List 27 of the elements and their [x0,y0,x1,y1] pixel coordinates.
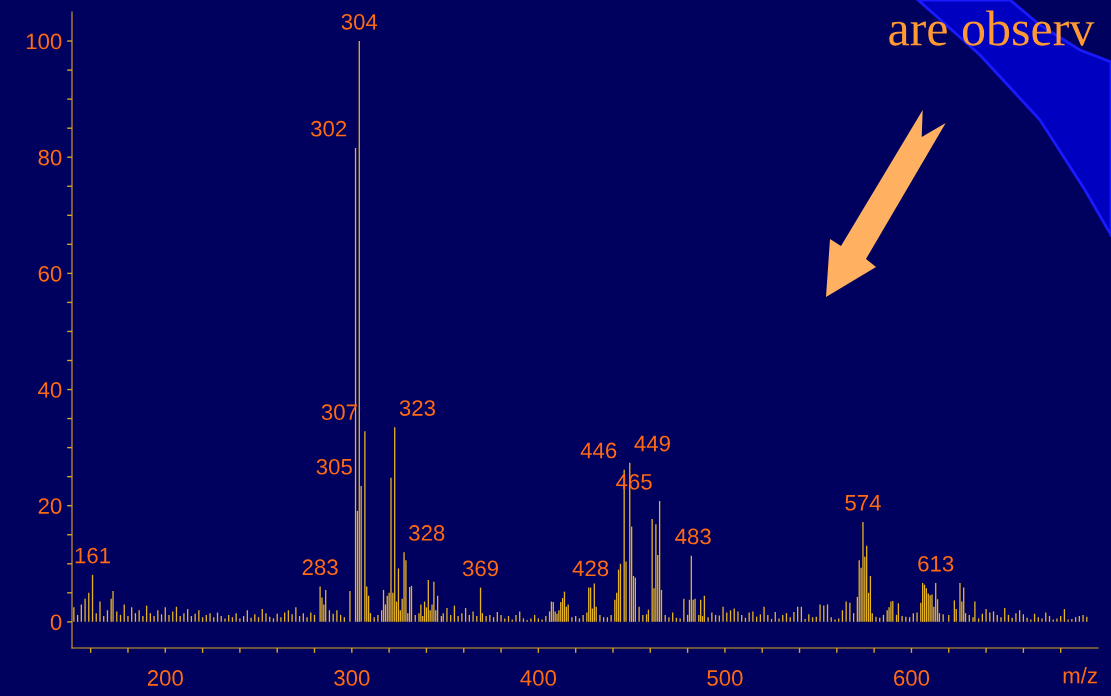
annotation: 328 [409,525,445,541]
annotation: 449 [634,435,670,452]
x-tick-label: 600 [894,670,930,686]
x-tick-label: 300 [334,670,370,686]
y-tick-label: 80 [38,149,62,166]
annotation: 483 [675,528,711,545]
annotation: 574 [845,495,881,511]
annotation: 613 [918,555,954,572]
y-tick-label: 100 [26,33,62,50]
y-tick-label: 0 [50,614,62,631]
y-tick-label: 20 [38,498,62,514]
annotation: 428 [572,560,609,577]
annotation: 304 [341,13,378,30]
x-tick-label: 200 [147,670,183,686]
x-axis-title: m/z [1063,667,1097,684]
annotation: 283 [302,559,338,576]
annotation: 305 [316,458,352,475]
x-tick-label: 400 [520,670,557,686]
annotation: 369 [462,560,499,577]
y-tick-label: 60 [38,265,62,282]
annotation: 446 [580,442,617,459]
annotation: 161 [75,547,110,564]
x-tick-label: 500 [707,670,743,686]
annotation: 302 [310,120,347,137]
y-tick-label: 40 [38,382,62,398]
annotation: are observ [889,10,1095,46]
annotation: 323 [399,400,435,416]
